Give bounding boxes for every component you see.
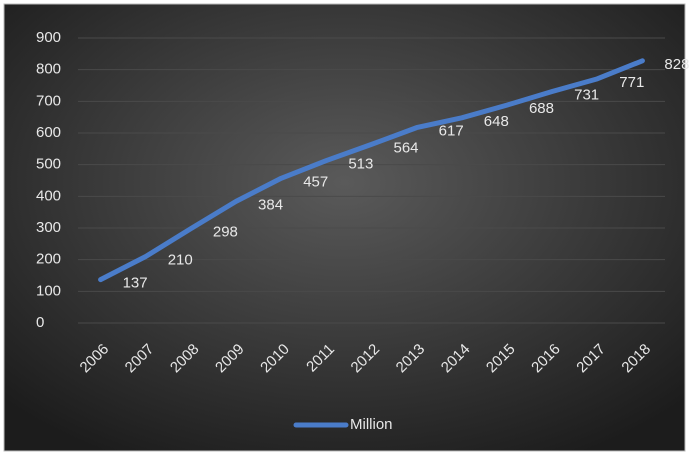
data-label: 513 (348, 156, 373, 173)
y-tick-label: 100 (36, 282, 61, 299)
data-label: 688 (529, 100, 554, 117)
data-label: 731 (574, 86, 599, 103)
legend-label: Million (350, 416, 393, 433)
data-line (98, 58, 645, 283)
data-label: 384 (258, 196, 283, 213)
y-tick-label: 0 (36, 314, 44, 331)
data-label: 137 (123, 275, 148, 292)
data-label: 457 (303, 173, 328, 190)
data-label: 771 (619, 74, 644, 91)
y-tick-label: 200 (36, 251, 61, 268)
y-tick-label: 600 (36, 124, 61, 141)
data-label: 564 (394, 139, 419, 156)
y-tick-label: 300 (36, 219, 61, 236)
y-tick-label: 900 (36, 29, 61, 46)
y-tick-label: 700 (36, 92, 61, 109)
data-label: 210 (168, 251, 193, 268)
y-tick-label: 400 (36, 187, 61, 204)
data-label: 617 (439, 123, 464, 140)
data-label: 648 (484, 113, 509, 130)
y-tick-label: 500 (36, 156, 61, 173)
data-label: 828 (664, 56, 689, 73)
y-tick-label: 800 (36, 61, 61, 78)
data-label: 298 (213, 224, 238, 241)
